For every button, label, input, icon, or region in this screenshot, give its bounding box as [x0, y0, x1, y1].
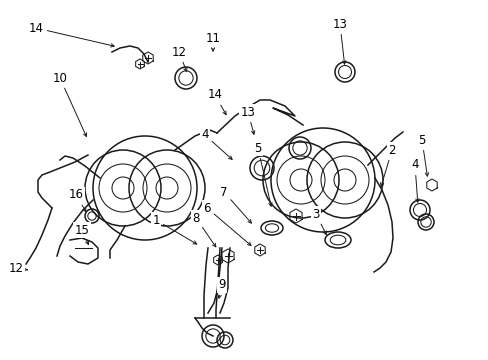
Text: 5: 5 [254, 141, 271, 206]
Text: 10: 10 [52, 72, 86, 136]
Text: 5: 5 [417, 134, 427, 176]
Text: 4: 4 [410, 158, 418, 202]
Text: 16: 16 [68, 189, 86, 212]
Text: 14: 14 [28, 22, 114, 47]
Text: 15: 15 [74, 224, 89, 244]
Text: 11: 11 [205, 31, 220, 51]
Text: 9: 9 [218, 279, 225, 298]
Text: 13: 13 [332, 18, 347, 64]
Text: 3: 3 [312, 207, 325, 235]
Text: 6: 6 [203, 202, 250, 246]
Text: 12: 12 [171, 45, 186, 71]
Text: 14: 14 [207, 89, 225, 114]
Text: 8: 8 [192, 211, 215, 247]
Text: 7: 7 [220, 185, 251, 223]
Text: 2: 2 [380, 144, 395, 186]
Text: 1: 1 [152, 213, 196, 244]
Text: 12: 12 [8, 261, 27, 274]
Text: 13: 13 [240, 105, 255, 134]
Text: 4: 4 [201, 129, 232, 159]
